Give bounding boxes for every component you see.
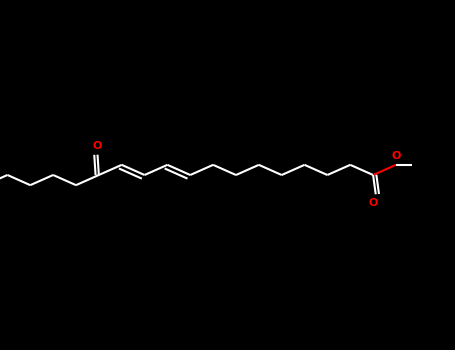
Text: O: O	[369, 198, 378, 208]
Text: O: O	[93, 141, 102, 151]
Text: O: O	[391, 151, 401, 161]
